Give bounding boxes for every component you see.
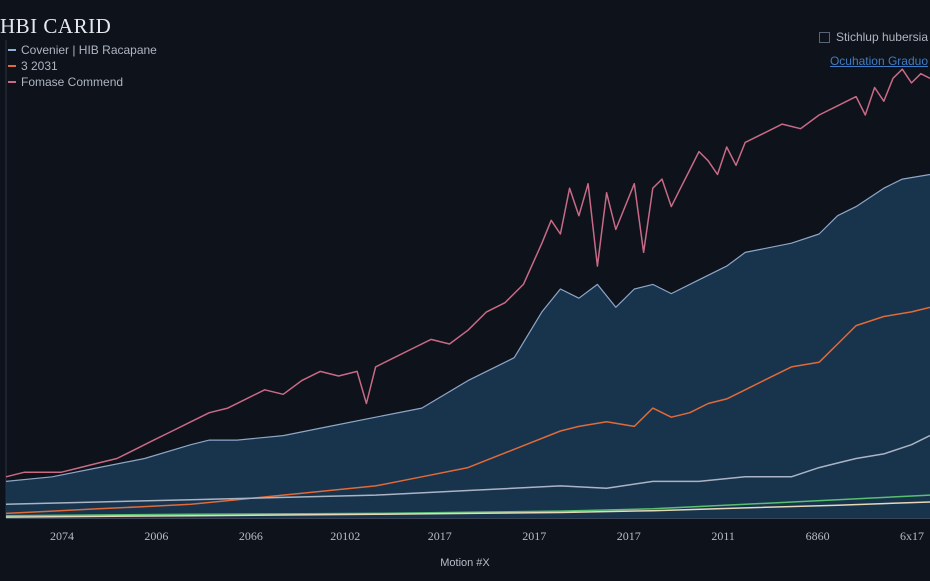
x-tick-label: 2011 xyxy=(711,529,735,543)
x-tick-label: 2017 xyxy=(522,529,546,543)
x-tick-label: 6x17 xyxy=(900,529,924,543)
legend-label: 3 2031 xyxy=(21,59,58,73)
legend-swatch xyxy=(8,81,16,83)
x-tick-label: 2017 xyxy=(617,529,641,543)
legend-item[interactable]: Stichlup hubersia xyxy=(818,25,928,49)
legend-link[interactable]: Ocuhation Graduo xyxy=(819,49,928,73)
series-line-series-3 xyxy=(5,434,930,506)
area-fill-covenier-hib-racapane xyxy=(6,174,930,518)
series-line-covenier-hib-racapane xyxy=(5,173,930,482)
legend-label: Fomase Commend xyxy=(21,75,124,89)
legend-link-label[interactable]: Ocuhation Graduo xyxy=(829,54,928,68)
x-tick-label: 2006 xyxy=(144,529,168,543)
legend-label: Covenier | HIB Racapane xyxy=(21,43,157,57)
series-line-series-4 xyxy=(5,494,930,517)
series-line-fomase-commend xyxy=(5,68,930,478)
series-line-3-2031 xyxy=(5,306,930,515)
checkbox-icon[interactable] xyxy=(818,31,830,43)
legend-item[interactable]: Covenier | HIB Racapane xyxy=(8,42,157,58)
legend-swatch xyxy=(8,49,16,51)
x-tick-label: 6860 xyxy=(806,529,830,543)
chart-title: HBI CARID xyxy=(0,14,112,38)
legend-label: Stichlup hubersia xyxy=(835,30,928,44)
legend-item[interactable]: Fomase Commend xyxy=(8,74,157,90)
legend-right: Stichlup hubersia Ocuhation Graduo xyxy=(818,25,928,73)
legend-item[interactable]: 3 2031 xyxy=(8,58,157,74)
x-tick-label: 20102 xyxy=(330,529,360,543)
x-tick-label: 2017 xyxy=(428,529,452,543)
legend-swatch xyxy=(8,65,16,67)
x-tick-label: 2066 xyxy=(239,529,263,543)
legend-left: Covenier | HIB Racapane 3 2031 Fomase Co… xyxy=(8,42,157,90)
x-axis-label: Motion #X xyxy=(440,557,490,569)
x-tick-label: 2074 xyxy=(50,529,74,543)
series-line-series-5 xyxy=(5,501,930,518)
